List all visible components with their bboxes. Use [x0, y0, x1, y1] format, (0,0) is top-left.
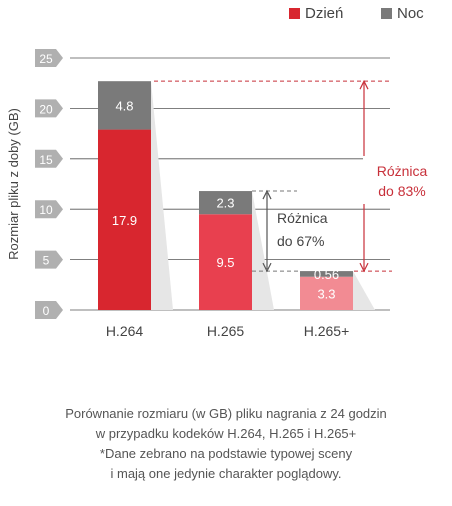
chart-caption: Porównanie rozmiaru (w GB) pliku nagrani… — [0, 404, 452, 484]
data-label-night: 0.56 — [314, 267, 339, 282]
difference-arrow-83-head — [359, 79, 369, 90]
y-tick-box — [35, 301, 63, 319]
bar-shadow — [151, 81, 173, 311]
y-tick-label: 0 — [43, 304, 50, 318]
stacked-bar-chart: 0 5 10 15 20 25 Rozmiar pliku z doby (GB) 17.9 4… — [6, 5, 443, 339]
y-tick-label: 20 — [39, 102, 53, 116]
y-tick-label: 15 — [39, 153, 53, 167]
legend-label: Noc — [397, 5, 424, 22]
data-label-night: 4.8 — [115, 98, 133, 113]
data-label-night: 2.3 — [216, 196, 234, 211]
difference-arrow-67-head — [262, 189, 272, 200]
bar-shadow — [252, 191, 274, 310]
y-tick-label: 25 — [39, 52, 53, 66]
caption-line: *Dane zebrano na podstawie typowej sceny — [99, 446, 353, 461]
caption-line: Porównanie rozmiaru (w GB) pliku nagrani… — [65, 406, 387, 421]
data-label-day: 17.9 — [112, 213, 137, 228]
bar-day — [300, 276, 353, 310]
y-tick-box — [35, 149, 63, 168]
caption-line: w przypadku kodeków H.264, H.265 i H.265… — [95, 426, 357, 441]
y-tick-label: 5 — [43, 254, 50, 268]
x-tick-label: H.265+ — [304, 323, 350, 339]
annotation-text: do 67% — [277, 233, 324, 249]
annotation-text: do 83% — [378, 183, 425, 199]
annotation-backdrop — [363, 156, 443, 204]
caption-line: i mają one jedynie charakter poglądowy. — [110, 466, 342, 481]
data-label-day: 3.3 — [317, 286, 335, 301]
bar-shadow — [353, 271, 375, 310]
bar-day — [199, 214, 252, 310]
y-tick-box — [35, 99, 63, 118]
x-tick-label: H.265 — [207, 323, 245, 339]
annotation-text: Różnica — [377, 163, 428, 179]
y-tick-label: 10 — [39, 203, 53, 217]
legend-swatch — [289, 8, 300, 19]
data-label-day: 9.5 — [216, 255, 234, 270]
y-tick-box — [35, 250, 63, 269]
y-tick-box — [35, 49, 63, 67]
y-axis-label: Rozmiar pliku z doby (GB) — [6, 108, 21, 260]
bar-night — [300, 271, 353, 277]
legend-label: Dzień — [305, 5, 343, 22]
bar-night — [98, 81, 151, 130]
difference-arrow-67-head — [262, 262, 272, 273]
bar-night — [199, 191, 252, 215]
annotation-text: Różnica — [277, 210, 328, 226]
y-tick-box — [35, 200, 63, 219]
difference-arrow-83-head — [359, 262, 369, 273]
bar-day — [98, 129, 151, 310]
x-tick-label: H.264 — [106, 323, 144, 339]
legend-swatch — [381, 8, 392, 19]
